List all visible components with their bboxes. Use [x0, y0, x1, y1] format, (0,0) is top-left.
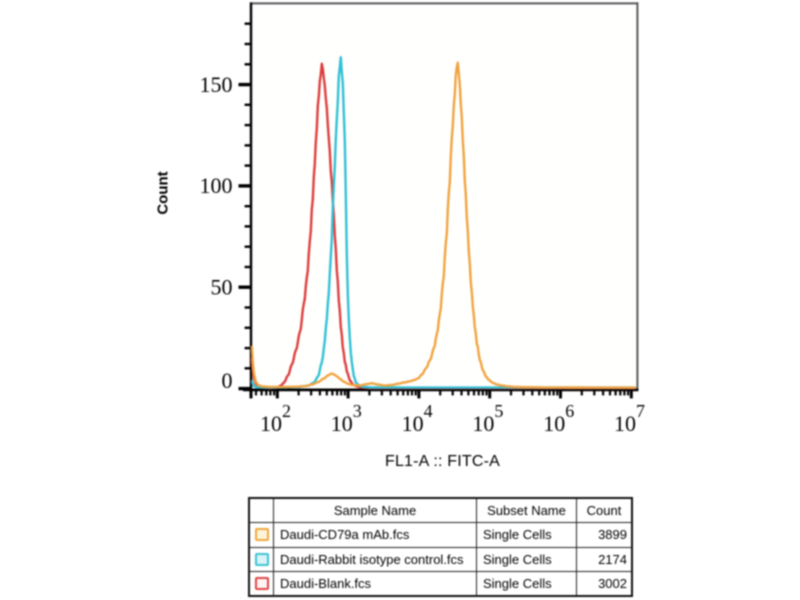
svg-text:105: 105 — [472, 401, 503, 436]
svg-text:0: 0 — [222, 368, 233, 393]
svg-text:107: 107 — [614, 401, 645, 436]
svg-text:50: 50 — [211, 274, 233, 299]
svg-text:104: 104 — [402, 401, 433, 436]
svg-text:150: 150 — [200, 72, 233, 97]
svg-text:FL1-A :: FITC-A: FL1-A :: FITC-A — [385, 453, 500, 470]
svg-text:Count: Count — [155, 171, 172, 214]
svg-text:100: 100 — [200, 173, 233, 198]
svg-text:106: 106 — [543, 401, 574, 436]
svg-text:102: 102 — [260, 401, 291, 436]
svg-text:103: 103 — [331, 401, 362, 436]
